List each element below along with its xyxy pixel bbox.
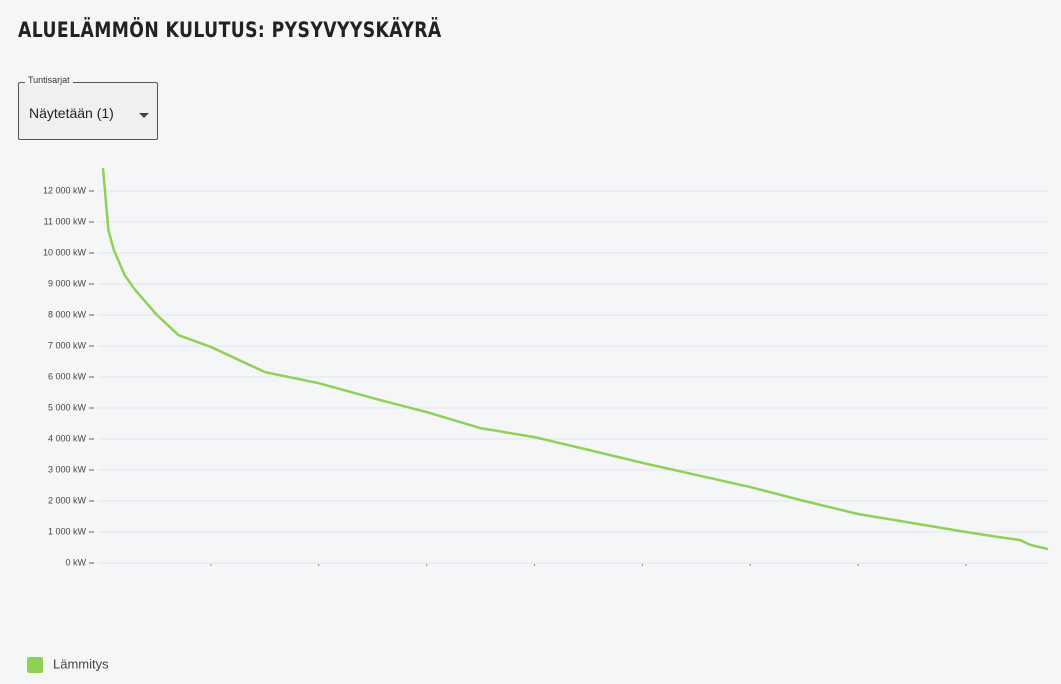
y-tick-label: 3 000 kW [48, 464, 87, 474]
y-tick-label: 1 000 kW [48, 526, 87, 536]
y-tick-label: 10 000 kW [43, 247, 87, 257]
data-line [101, 167, 1049, 551]
y-tick-label: 7 000 kW [48, 340, 87, 350]
y-tick-label: 11 000 kW [44, 216, 87, 226]
y-tick-label: 0 kW [65, 557, 86, 567]
dropdown-arrow [139, 113, 149, 118]
y-tick-label: 8 000 kW [48, 309, 87, 319]
y-tick-label: 6 000 kW [48, 371, 87, 381]
y-tick-label: 9 000 kW [48, 278, 87, 288]
legend-label: Lämmitys [53, 656, 109, 671]
y-tick-label: 4 000 kW [48, 433, 87, 443]
y-tick-label: 5 000 kW [48, 402, 87, 412]
dropdown-value: Näytetään (1) [29, 105, 114, 121]
dropdown-label: Tuntisarjat [25, 75, 73, 85]
page-title: ALUELÄMMÖN KULUTUS: PYSYVYYSKÄYRÄ [18, 18, 442, 42]
y-tick-label: 12 000 kW [43, 185, 87, 195]
y-tick-label: 2 000 kW [48, 495, 87, 505]
series-dropdown[interactable]: Tuntisarjat Näytetään (1) [18, 75, 158, 140]
legend-swatch [27, 657, 43, 673]
